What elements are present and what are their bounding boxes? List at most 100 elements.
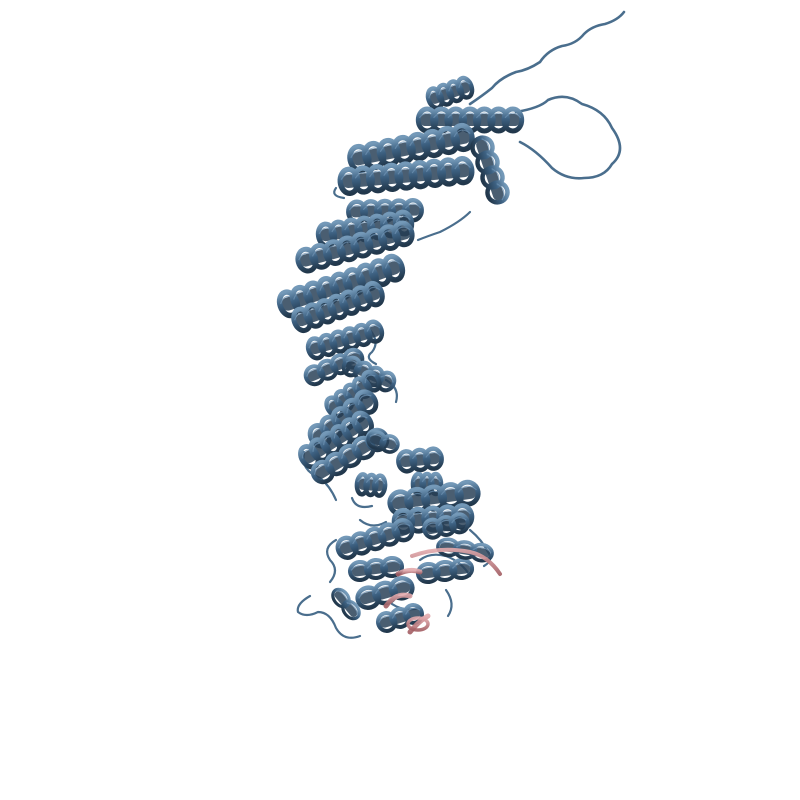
helix-core — [425, 517, 467, 535]
coil-0 — [468, 10, 626, 106]
helix-turn — [437, 157, 461, 187]
helix-turn — [501, 106, 525, 134]
coil-3 — [333, 186, 346, 200]
helix-highlight — [504, 112, 522, 119]
helix-core — [295, 287, 381, 327]
helix-highlight — [430, 477, 441, 483]
helix-turn — [389, 607, 411, 629]
helix-turn — [377, 522, 401, 547]
helix-turn — [409, 447, 431, 473]
helix-highlight — [366, 286, 381, 295]
helix-turn — [379, 434, 400, 454]
helix-turn — [422, 446, 444, 471]
helix-turn — [361, 369, 382, 393]
helix-turn — [339, 289, 361, 316]
helix-turn — [327, 293, 349, 321]
helix-highlight — [380, 375, 394, 383]
helix-turn — [380, 162, 404, 193]
helix-turn — [337, 443, 363, 469]
helix-turn — [450, 122, 475, 153]
helix-highlight — [382, 560, 401, 567]
helix-highlight — [404, 203, 422, 209]
helix-turn — [449, 557, 475, 581]
helix-26 — [355, 576, 415, 610]
helix-core — [351, 561, 401, 577]
helix-turn — [435, 514, 457, 538]
helix-turn — [355, 585, 382, 610]
helix-turn — [363, 280, 385, 308]
helix-turn — [303, 302, 325, 329]
pink-strand-2 — [383, 592, 413, 609]
helix-highlight — [454, 162, 471, 170]
helix-turn — [365, 163, 390, 194]
helix-highlight — [394, 226, 411, 235]
helix-highlight — [472, 546, 492, 553]
helix-turn — [470, 135, 495, 160]
helix-turn — [349, 531, 373, 556]
helix-turn — [336, 235, 360, 263]
coil-1 — [514, 95, 622, 180]
helix-turn — [329, 329, 350, 354]
helix-highlight — [382, 438, 398, 445]
helix-turn — [451, 155, 475, 186]
helix-turn — [454, 479, 481, 507]
helix-25 — [347, 555, 405, 583]
helix-28 — [415, 557, 475, 585]
helix-turn — [435, 125, 461, 156]
helix-highlight — [451, 517, 467, 524]
helix-highlight — [404, 607, 421, 615]
helix-highlight — [366, 324, 381, 332]
helix-turn — [354, 389, 379, 415]
helix-highlight — [355, 416, 368, 426]
helix-core — [359, 581, 411, 605]
helix-turn — [341, 355, 362, 378]
helix-turn — [366, 430, 387, 450]
helix-turn — [324, 451, 349, 477]
helix-turn — [363, 557, 389, 581]
coil-9 — [296, 594, 362, 639]
helix-23 — [335, 518, 415, 560]
helix-turn — [347, 559, 373, 583]
helix-turn — [408, 159, 432, 190]
helix-highlight — [395, 215, 411, 223]
helix-turn — [295, 246, 319, 274]
helix-turn — [316, 358, 339, 381]
helix-4 — [470, 135, 510, 205]
helix-turn — [331, 587, 351, 609]
helix-turn — [351, 165, 375, 195]
helix-turn — [310, 459, 335, 485]
helix-turn — [371, 473, 388, 498]
helix-turn — [391, 220, 415, 248]
helix-turn — [394, 161, 418, 191]
helix-turn — [396, 449, 418, 474]
helix-turn — [455, 75, 475, 100]
helix-highlight — [364, 374, 376, 384]
helix-core — [379, 608, 421, 628]
helix-turn — [341, 599, 361, 621]
helix-turn — [475, 150, 500, 175]
helix-turn — [415, 561, 441, 585]
helix-highlight — [346, 601, 359, 616]
helix-turn — [351, 285, 373, 312]
highlighted-beta-strands — [383, 547, 502, 635]
helix-turn — [445, 79, 465, 104]
helix-turn — [379, 555, 405, 579]
helix-17 — [366, 430, 400, 454]
helix-turn — [303, 364, 326, 387]
helix-highlight — [357, 394, 372, 406]
coil-8 — [325, 538, 338, 584]
coil-12 — [444, 588, 453, 618]
helix-turn — [391, 518, 415, 543]
helix-turn — [435, 82, 455, 107]
helix-turn — [420, 128, 446, 159]
helix-turn — [337, 166, 361, 197]
helix-turn — [432, 559, 458, 583]
helix-turn — [309, 243, 333, 270]
helix-turn — [335, 535, 359, 560]
helix-turn — [422, 158, 447, 189]
helix-turn — [472, 106, 496, 134]
helix-turn — [368, 258, 393, 288]
helix-9 — [291, 280, 385, 334]
